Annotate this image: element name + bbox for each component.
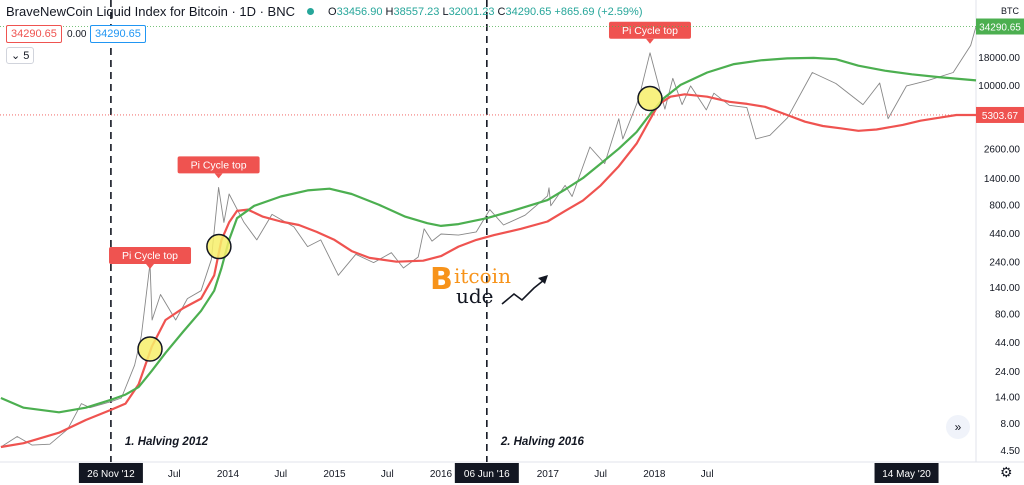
halving-label: 1. Halving 2012: [125, 436, 209, 448]
y-tick-label: 2600.00: [984, 145, 1021, 156]
change-value: +865.69 (+2.59%): [554, 6, 642, 18]
indicator-value-mid: 0.00: [63, 27, 90, 42]
x-tick-label: Jul: [594, 469, 607, 480]
scroll-to-realtime-button[interactable]: »: [946, 415, 970, 439]
open-label: O: [328, 6, 337, 18]
pi-cycle-cross-marker: [207, 235, 231, 259]
watermark-logo: B itcoin ude: [430, 262, 555, 310]
collapse-indicators-button[interactable]: ⌄ 5: [6, 47, 34, 64]
indicator-count: 5: [23, 50, 29, 62]
annotation-pointer: [146, 264, 154, 269]
y-tick-label: 44.00: [995, 338, 1020, 349]
chevron-down-icon: ⌄: [11, 50, 20, 62]
market-status-dot: [307, 8, 314, 15]
x-tick-label: 26 Nov '12: [87, 469, 135, 480]
low-value: 32001.23: [449, 6, 495, 18]
y-tick-label: 800.00: [989, 201, 1020, 212]
price-label: 5303.67: [982, 111, 1019, 122]
trend-arrow-icon: [430, 262, 555, 310]
close-value: 34290.65: [505, 6, 551, 18]
y-tick-label: 10000.00: [978, 81, 1020, 92]
price-label: 34290.65: [979, 23, 1021, 34]
y-tick-label: 24.00: [995, 367, 1020, 378]
double-chevron-right-icon: »: [955, 420, 962, 434]
pi-cycle-cross-marker: [638, 87, 662, 111]
x-tick-label: 2015: [323, 469, 346, 480]
symbol-title[interactable]: BraveNewCoin Liquid Index for Bitcoin · …: [6, 4, 295, 19]
y-tick-label: 140.00: [989, 283, 1020, 294]
y-tick-label: 18000.00: [978, 53, 1020, 64]
gear-icon[interactable]: ⚙: [1000, 464, 1013, 481]
x-tick-label: Jul: [381, 469, 394, 480]
pi-cycle-cross-marker: [138, 337, 162, 361]
indicator-value-red[interactable]: 34290.65: [6, 25, 62, 43]
annotation-label: Pi Cycle top: [122, 250, 178, 262]
y-tick-label: 240.00: [989, 258, 1020, 269]
x-tick-label: Jul: [168, 469, 181, 480]
x-tick-label: Jul: [274, 469, 287, 480]
y-tick-label: 440.00: [989, 229, 1020, 240]
chart-header: BraveNewCoin Liquid Index for Bitcoin · …: [6, 4, 643, 19]
annotation-pointer: [646, 39, 654, 44]
x-tick-label: 2014: [217, 469, 240, 480]
x-tick-label: 2018: [643, 469, 666, 480]
open-value: 33456.90: [337, 6, 383, 18]
x-tick-label: 06 Jun '16: [464, 469, 510, 480]
indicator-value-blue[interactable]: 34290.65: [90, 25, 146, 43]
ohlc-values: O33456.90 H38557.23 L32001.23 C34290.65 …: [328, 6, 642, 18]
x-tick-label: 2016: [430, 469, 453, 480]
y-tick-label: 1400.00: [984, 174, 1021, 185]
high-value: 38557.23: [393, 6, 439, 18]
y-tick-label: 14.00: [995, 392, 1020, 403]
y-tick-label: 4.50: [1001, 446, 1021, 457]
x-tick-label: 2017: [537, 469, 560, 480]
annotation-pointer: [215, 173, 223, 178]
x-tick-label: Jul: [701, 469, 714, 480]
y-axis-unit: BTC: [1001, 6, 1020, 16]
x-tick-label: 14 May '20: [882, 469, 931, 480]
y-tick-label: 8.00: [1001, 419, 1021, 430]
annotation-label: Pi Cycle top: [191, 159, 247, 171]
halving-label: 2. Halving 2016: [500, 436, 585, 448]
y-tick-label: 80.00: [995, 310, 1020, 321]
